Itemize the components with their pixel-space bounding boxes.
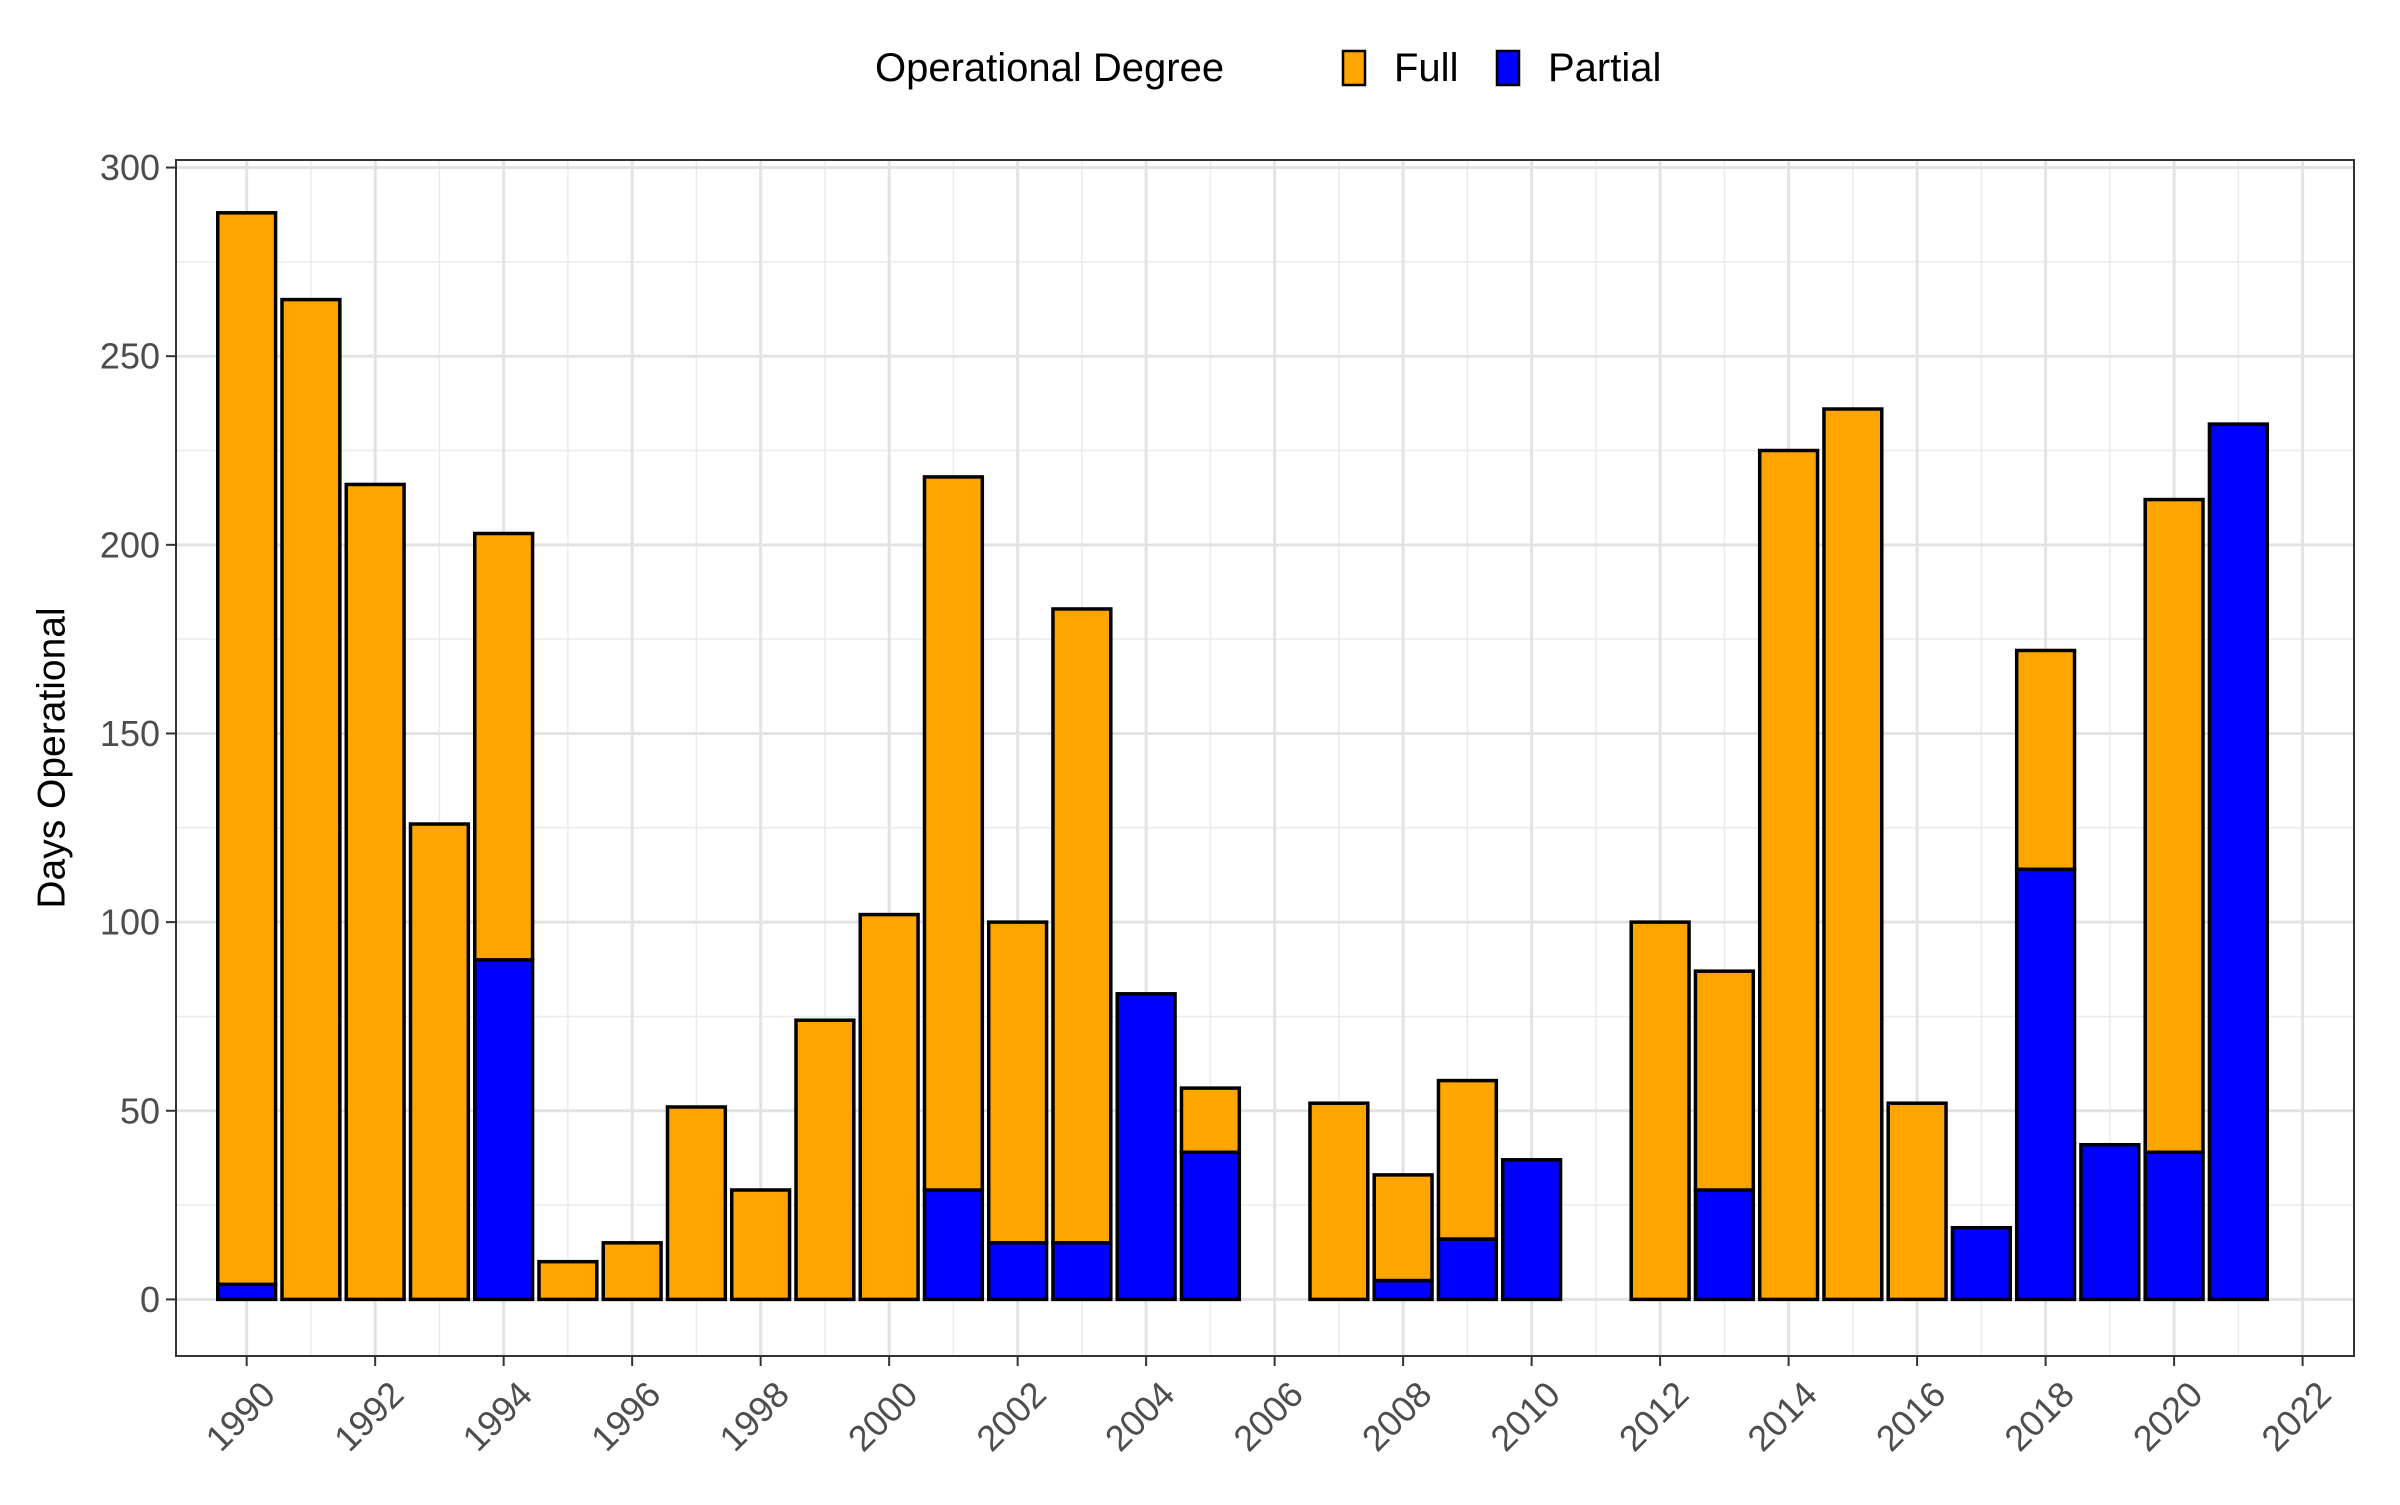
y-tick-label: 100 — [100, 902, 160, 943]
legend-title: Operational Degree — [875, 46, 1224, 90]
x-tick-label: 2002 — [968, 1373, 1054, 1459]
x-tick-label: 2006 — [1225, 1373, 1311, 1459]
bar-partial-2005 — [1179, 1150, 1242, 1302]
bar-partial-1990 — [216, 1282, 278, 1302]
bar-partial-2008 — [1372, 1278, 1434, 1302]
x-tick-label: 2016 — [1868, 1373, 1954, 1459]
bar-partial-2020 — [2143, 1150, 2205, 1302]
y-tick-label: 300 — [100, 147, 160, 188]
bar-partial-2021 — [2207, 422, 2270, 1302]
y-tick-label: 50 — [120, 1090, 160, 1131]
x-tick-label: 2008 — [1354, 1373, 1440, 1459]
x-tick-label: 1994 — [454, 1373, 540, 1459]
x-tick-label: 1990 — [197, 1373, 283, 1459]
bar-partial-2018 — [2014, 867, 2077, 1302]
bar-full-1997 — [665, 1105, 728, 1302]
x-tick-label: 1992 — [326, 1373, 412, 1459]
x-tick-label: 2018 — [1996, 1373, 2082, 1459]
bar-full-2013 — [1693, 969, 1756, 1192]
bar-full-1993 — [408, 822, 471, 1302]
bar-full-2007 — [1308, 1101, 1370, 1302]
bar-full-2002 — [986, 920, 1049, 1245]
x-tick-label: 2010 — [1482, 1373, 1568, 1459]
bar-partial-2017 — [1950, 1225, 2013, 1302]
bar-full-2020 — [2143, 497, 2205, 1155]
x-tick-label: 1996 — [583, 1373, 669, 1459]
bar-full-2000 — [858, 912, 920, 1302]
bar-partial-2004 — [1115, 992, 1177, 1302]
bar-full-2015 — [1822, 407, 1884, 1302]
bar-full-1994 — [473, 531, 535, 962]
y-axis: 0 50 100 150 200 250 300 — [100, 147, 176, 1320]
bar-full-1991 — [280, 297, 342, 1302]
x-tick-label: 2014 — [1739, 1373, 1825, 1459]
bar-partial-2019 — [2079, 1142, 2141, 1302]
legend-key-partial — [1495, 49, 1521, 87]
bar-full-2009 — [1436, 1078, 1499, 1241]
legend-key-full — [1341, 49, 1367, 87]
bar-full-2012 — [1629, 920, 1691, 1302]
bar-full-1992 — [344, 482, 406, 1302]
x-tick-label: 2020 — [2125, 1373, 2211, 1459]
bar-full-2008 — [1372, 1173, 1434, 1283]
bar-full-2001 — [922, 475, 985, 1192]
x-axis: 1990 1992 1994 1996 1998 2000 2002 2004 2006 2008… — [197, 1356, 2339, 1459]
bar-full-1990 — [216, 211, 278, 1287]
x-tick-label: 2000 — [840, 1373, 926, 1459]
bar-full-1998 — [729, 1188, 792, 1302]
bar-partial-2013 — [1693, 1188, 1756, 1302]
bar-full-2003 — [1051, 607, 1113, 1245]
bar-partial-2009 — [1436, 1237, 1499, 1302]
bar-full-2005 — [1179, 1086, 1242, 1155]
legend: Operational Degree Full Partial — [875, 46, 1661, 90]
bar-full-1996 — [601, 1241, 663, 1302]
x-tick-label: 2012 — [1611, 1373, 1697, 1459]
legend-label-full: Full — [1394, 46, 1458, 90]
y-axis-title: Days Operational — [31, 607, 74, 908]
legend-label-partial: Partial — [1548, 46, 1661, 90]
panel-border — [175, 159, 2355, 1357]
bar-partial-2010 — [1500, 1158, 1563, 1302]
bar-partial-2002 — [986, 1241, 1049, 1302]
bar-full-2018 — [2014, 648, 2077, 872]
x-tick-label: 1998 — [711, 1373, 797, 1459]
y-tick-label: 0 — [140, 1279, 160, 1320]
y-tick-label: 250 — [100, 336, 160, 377]
bar-full-2016 — [1886, 1101, 1948, 1302]
bar-full-2014 — [1757, 448, 1820, 1302]
plot-panel — [176, 160, 2354, 1356]
bar-full-1999 — [794, 1018, 856, 1302]
bar-partial-1994 — [473, 958, 535, 1302]
x-tick-label: 2022 — [2253, 1373, 2339, 1459]
bar-partial-2003 — [1051, 1241, 1113, 1302]
bar-partial-2001 — [922, 1188, 985, 1302]
bar-full-1995 — [537, 1259, 599, 1302]
y-tick-label: 200 — [100, 524, 160, 565]
x-tick-label: 2004 — [1097, 1373, 1183, 1459]
y-tick-label: 150 — [100, 713, 160, 754]
bars — [216, 211, 2270, 1302]
